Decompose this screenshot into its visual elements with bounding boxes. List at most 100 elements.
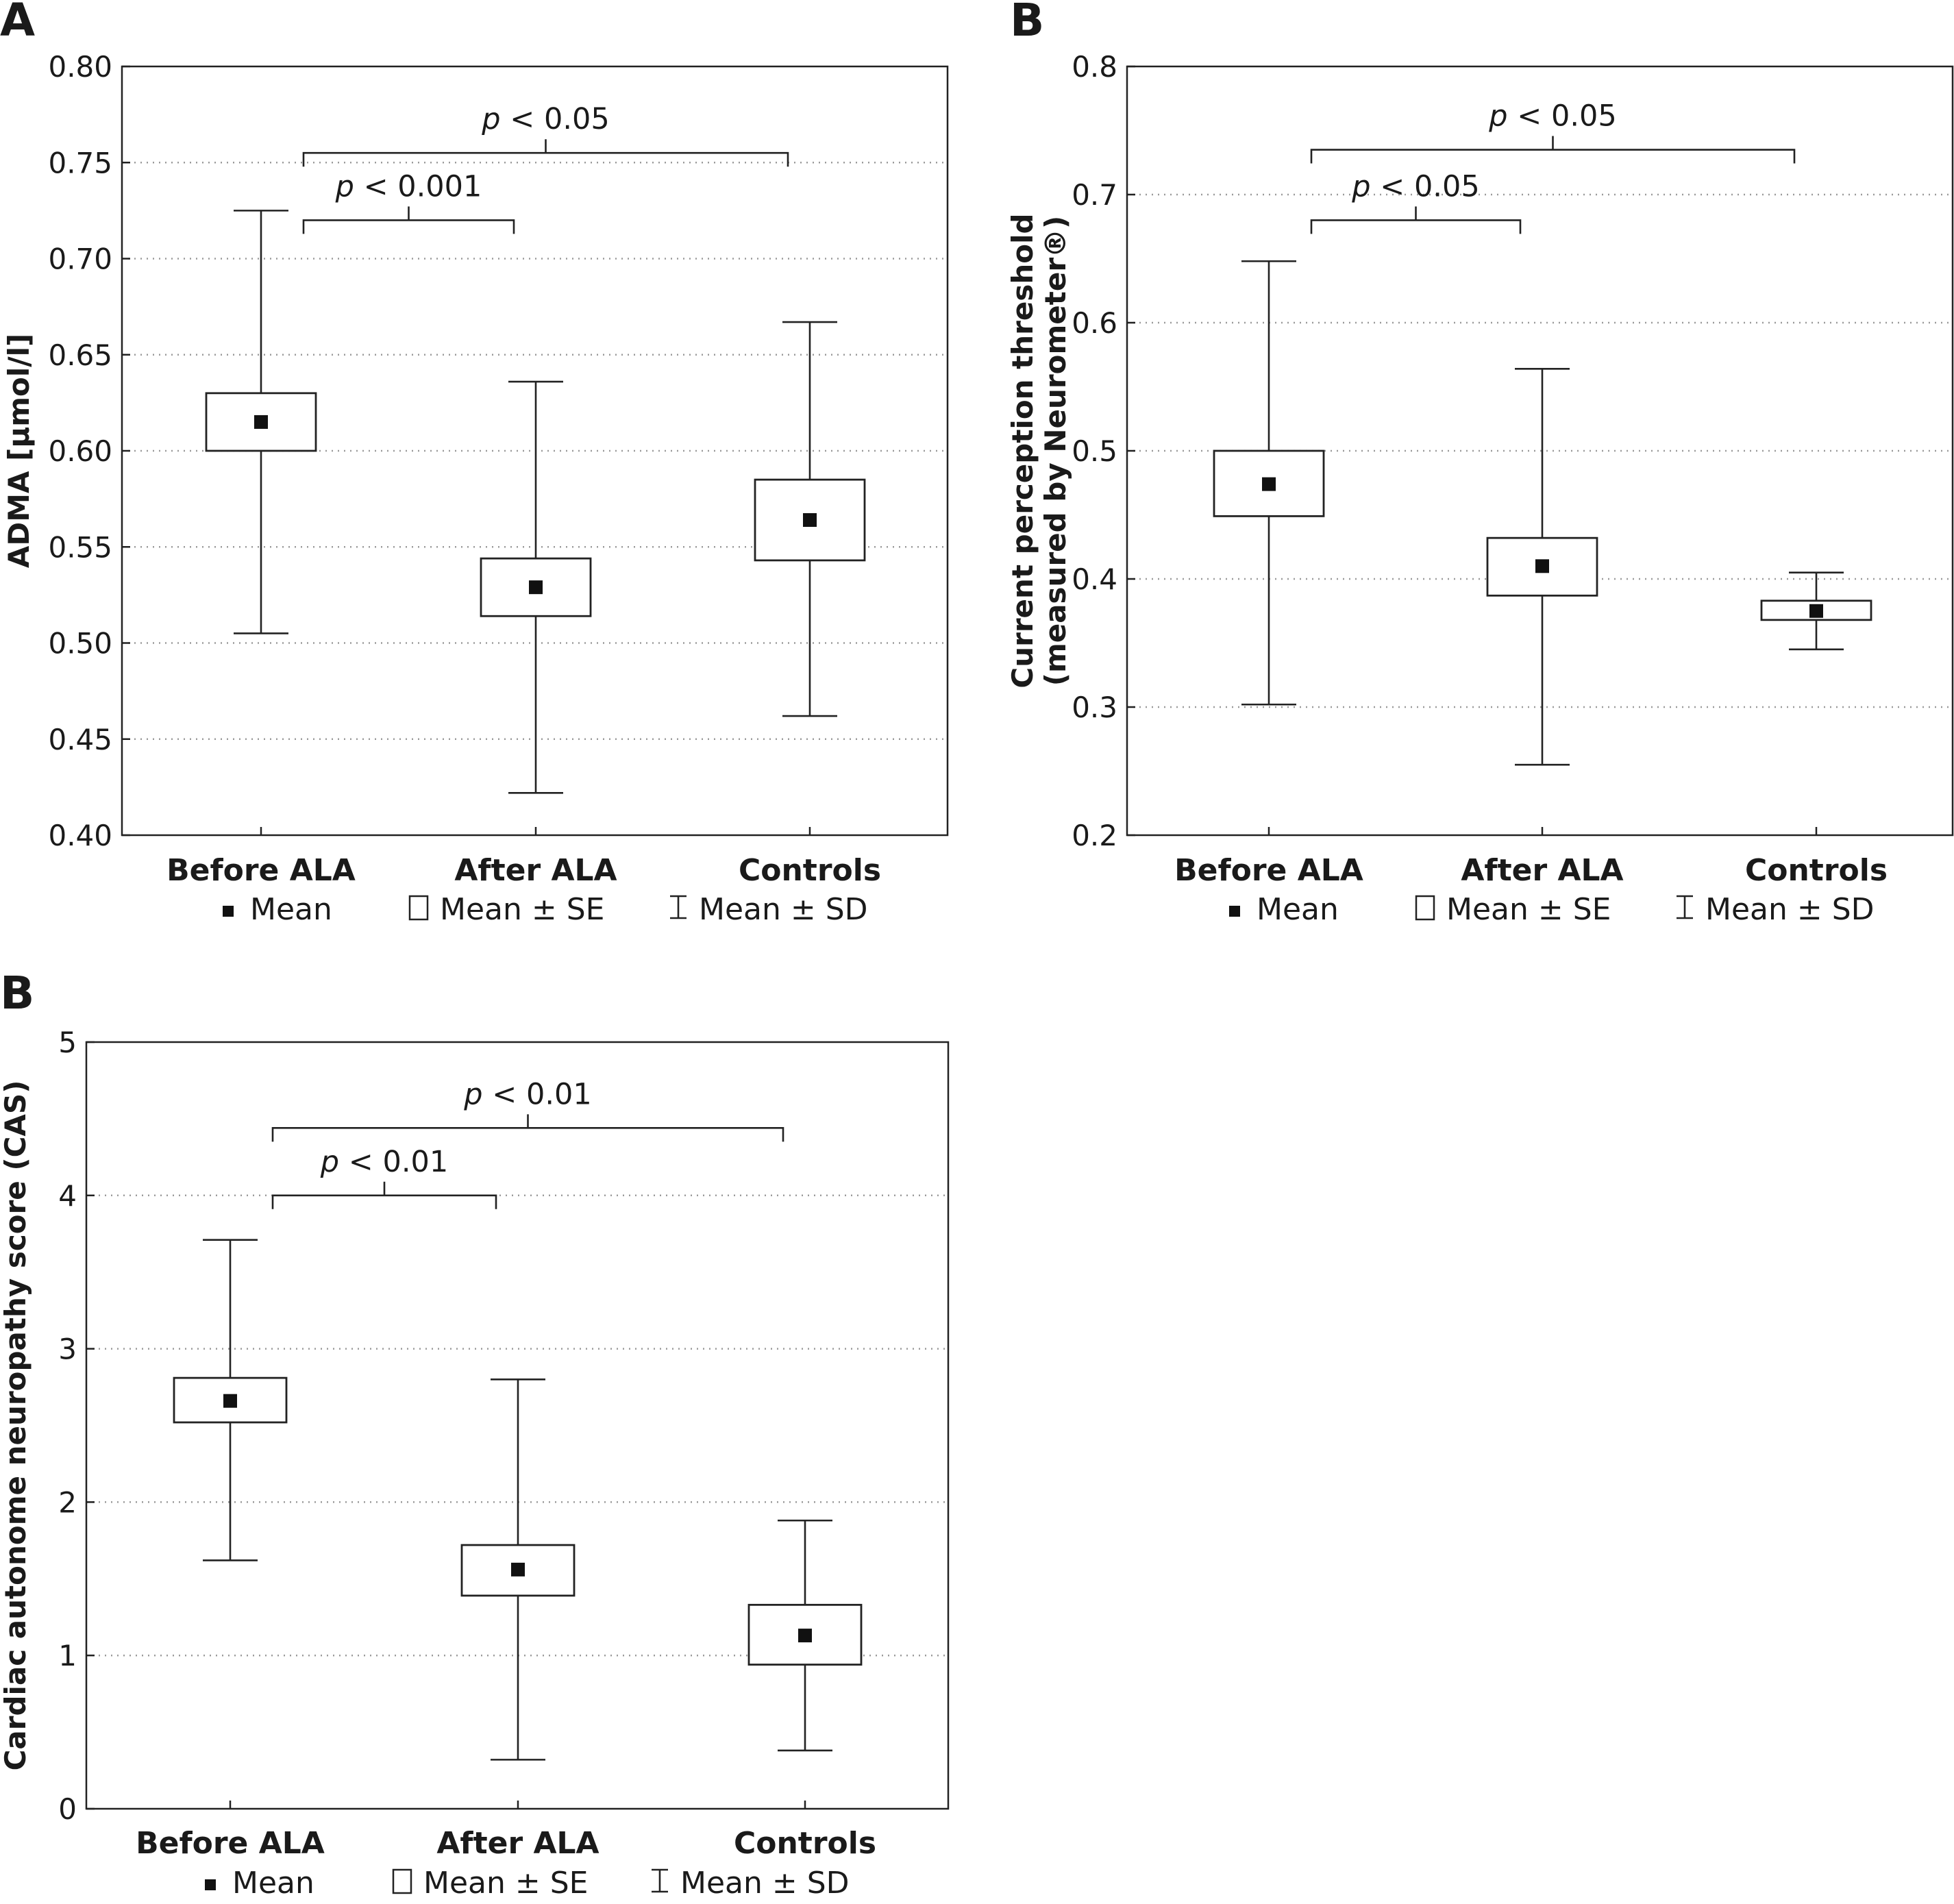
p-value-label: p < 0.01	[320, 1145, 448, 1179]
significance-bracket	[1310, 206, 1522, 234]
y-axis-label: Cardiac autonome neuropathy score (CAS)	[0, 1080, 32, 1771]
significance-bracket	[271, 1114, 784, 1142]
y-tick-label: 0.3	[1072, 691, 1117, 724]
p-value-label: p < 0.01	[463, 1077, 591, 1111]
legend-mean-label: Mean	[232, 1866, 314, 1901]
y-tick-label: 3	[58, 1333, 77, 1366]
plot-frame	[121, 65, 949, 837]
p-value-label: p < 0.05	[1351, 169, 1479, 203]
panel-letter: A	[0, 0, 35, 47]
legend: Mean Mean ± SE Mean ± SD	[205, 1866, 850, 1901]
mean-point	[529, 580, 543, 595]
significance-bracket	[271, 1181, 497, 1209]
legend-se-marker	[408, 895, 429, 921]
plot-frame	[1126, 65, 1954, 837]
legend-se-label: Mean ± SE	[440, 892, 604, 927]
p-value-label: p < 0.05	[481, 102, 609, 136]
mean-point	[1535, 559, 1549, 573]
y-tick-label: 0.5	[1072, 434, 1117, 468]
mean-point	[511, 1562, 525, 1577]
legend-se-label: Mean ± SE	[423, 1866, 588, 1901]
y-tick-label: 0.60	[48, 434, 112, 468]
legend-sd-label: Mean ± SD	[680, 1866, 850, 1901]
mean-point	[254, 415, 268, 429]
mean-point	[803, 512, 817, 527]
y-tick-label: 0.80	[48, 50, 112, 84]
significance-bracket	[302, 206, 515, 234]
p-value-label: p < 0.05	[1488, 99, 1616, 134]
chart-panel-2: B 0.8 0.7 0.6 0.5 0.4 0.3 0.2 Current perception…	[1006, 0, 1954, 927]
legend-sd-marker	[652, 1868, 668, 1893]
y-tick-label: 0.65	[48, 338, 112, 372]
y-tick-label: 4	[58, 1179, 77, 1213]
y-tick-label: 5	[58, 1026, 77, 1059]
mean-point	[1809, 604, 1823, 618]
x-category-label: After ALA	[436, 1826, 599, 1861]
p-value-symbol: p	[1488, 99, 1507, 134]
legend-sd-marker	[1677, 895, 1693, 919]
mean-point	[1262, 477, 1276, 491]
legend-mean-label: Mean	[250, 892, 332, 927]
p-value-symbol: p	[1351, 169, 1370, 203]
x-category-label: After ALA	[454, 853, 617, 888]
y-tick-label: 0.7	[1072, 178, 1117, 212]
legend-se-marker	[392, 1868, 412, 1894]
se-box	[460, 1544, 576, 1597]
legend: Mean Mean ± SE Mean ± SD	[223, 892, 868, 927]
chart-panel-3: B5 4 3 2 1 0 Cardiac autonome neuropathy score…	[0, 967, 950, 1901]
significance-bracket	[1310, 136, 1796, 164]
p-value-threshold: < 0.05	[1371, 169, 1480, 203]
chart-panel-1: A 0.80 0.75 0.70 0.65 0.60 0.55 0.50 0.45 0.40 ADM…	[0, 0, 949, 927]
p-value-label: p < 0.001	[335, 169, 482, 203]
y-tick-label: 0	[58, 1792, 77, 1826]
y-tick-label: 2	[58, 1485, 77, 1519]
x-category-label: Before ALA	[1174, 853, 1363, 888]
legend-mean-marker	[205, 1879, 216, 1890]
p-value-threshold: < 0.05	[501, 102, 610, 136]
y-axis-label-line1: Current perception threshold	[1006, 213, 1039, 688]
p-value-threshold: < 0.001	[354, 169, 482, 203]
legend-sd-label: Mean ± SD	[699, 892, 868, 927]
se-box	[1213, 449, 1325, 517]
x-category-label: After ALA	[1461, 853, 1623, 888]
y-tick-label: 0.75	[48, 146, 112, 180]
mean-point	[223, 1394, 237, 1408]
mean-point	[798, 1629, 812, 1643]
legend-mean-marker	[223, 906, 234, 917]
y-tick-label: 0.40	[48, 819, 112, 852]
p-value-threshold: < 0.01	[483, 1077, 592, 1111]
y-axis-label: ADMA [µmol/l]	[2, 334, 36, 568]
legend-se-marker	[1415, 895, 1435, 921]
p-value-symbol: p	[481, 102, 500, 136]
y-tick-label: 0.4	[1072, 562, 1117, 596]
panel-letter: B	[1010, 0, 1044, 47]
y-axis-label-line2: (measured by Neurometer®)	[1039, 216, 1072, 686]
legend-mean-marker	[1229, 906, 1240, 917]
p-value-symbol: p	[335, 169, 354, 203]
p-value-threshold: < 0.05	[1508, 99, 1617, 134]
y-tick-label: 0.2	[1072, 819, 1117, 852]
x-category-label: Before ALA	[166, 853, 356, 888]
p-value-symbol: p	[320, 1145, 339, 1179]
y-tick-label: 0.8	[1072, 50, 1117, 84]
legend-sd-marker	[670, 895, 687, 919]
y-tick-label: 0.70	[48, 243, 112, 276]
p-value-threshold: < 0.01	[339, 1145, 448, 1179]
x-category-label: Controls	[739, 853, 881, 888]
y-tick-label: 0.45	[48, 723, 112, 756]
x-category-label: Controls	[734, 1826, 876, 1861]
legend-sd-label: Mean ± SD	[1705, 892, 1875, 927]
legend: Mean Mean ± SE Mean ± SD	[1229, 892, 1875, 927]
legend-mean-label: Mean	[1257, 892, 1339, 927]
significance-bracket	[302, 139, 789, 167]
y-tick-label: 0.50	[48, 627, 112, 660]
panel-letter: B	[0, 967, 34, 1019]
legend-se-label: Mean ± SE	[1446, 892, 1611, 927]
y-tick-label: 1	[58, 1639, 77, 1672]
y-tick-label: 0.6	[1072, 306, 1117, 340]
y-tick-label: 0.55	[48, 530, 112, 564]
x-category-label: Controls	[1745, 853, 1888, 888]
p-value-symbol: p	[463, 1077, 482, 1111]
